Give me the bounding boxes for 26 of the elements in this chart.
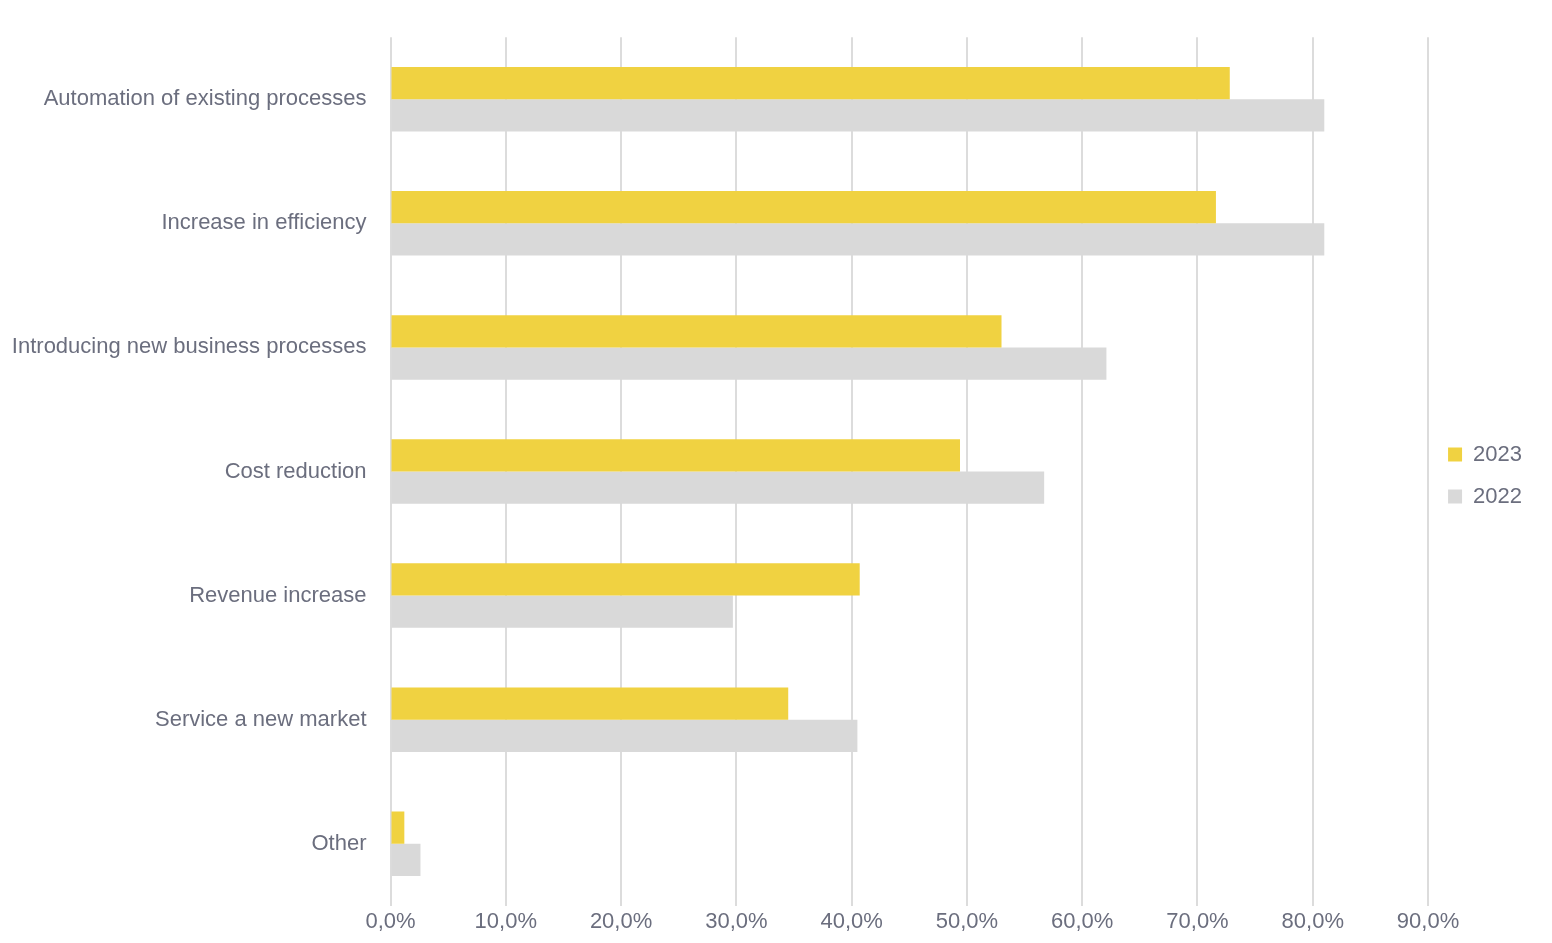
x-tick-label: 70,0% [1166, 908, 1229, 934]
x-tick-label: 0,0% [365, 908, 416, 934]
bar [391, 191, 1216, 224]
y-tick-label: Cost reduction [224, 457, 367, 483]
bar [391, 66, 1230, 100]
y-tick-label: Introducing new business processes [11, 333, 367, 359]
x-tick-label: 80,0% [1281, 908, 1344, 934]
legend-label: 2022 [1473, 482, 1523, 508]
x-tick-label: 10,0% [474, 908, 537, 934]
bar [391, 687, 789, 720]
y-tick-label: Automation of existing processes [43, 85, 367, 111]
legend-label: 2023 [1473, 440, 1523, 466]
x-tick-label: 30,0% [705, 908, 768, 934]
bar [391, 811, 405, 844]
x-tick-label: 50,0% [935, 908, 999, 934]
y-tick-label: Increase in efficiency [161, 209, 367, 235]
x-tick-label: 40,0% [820, 908, 883, 934]
bar [391, 563, 860, 596]
y-tick-label: Service a new market [154, 705, 367, 731]
x-tick-label: 90,0% [1396, 908, 1460, 934]
y-tick-label: Revenue increase [189, 581, 367, 607]
x-tick-label: 60,0% [1051, 908, 1114, 934]
bar [391, 439, 960, 472]
x-tick-label: 20,0% [589, 908, 653, 934]
y-tick-label: Other [311, 829, 367, 855]
bar [391, 315, 1002, 348]
